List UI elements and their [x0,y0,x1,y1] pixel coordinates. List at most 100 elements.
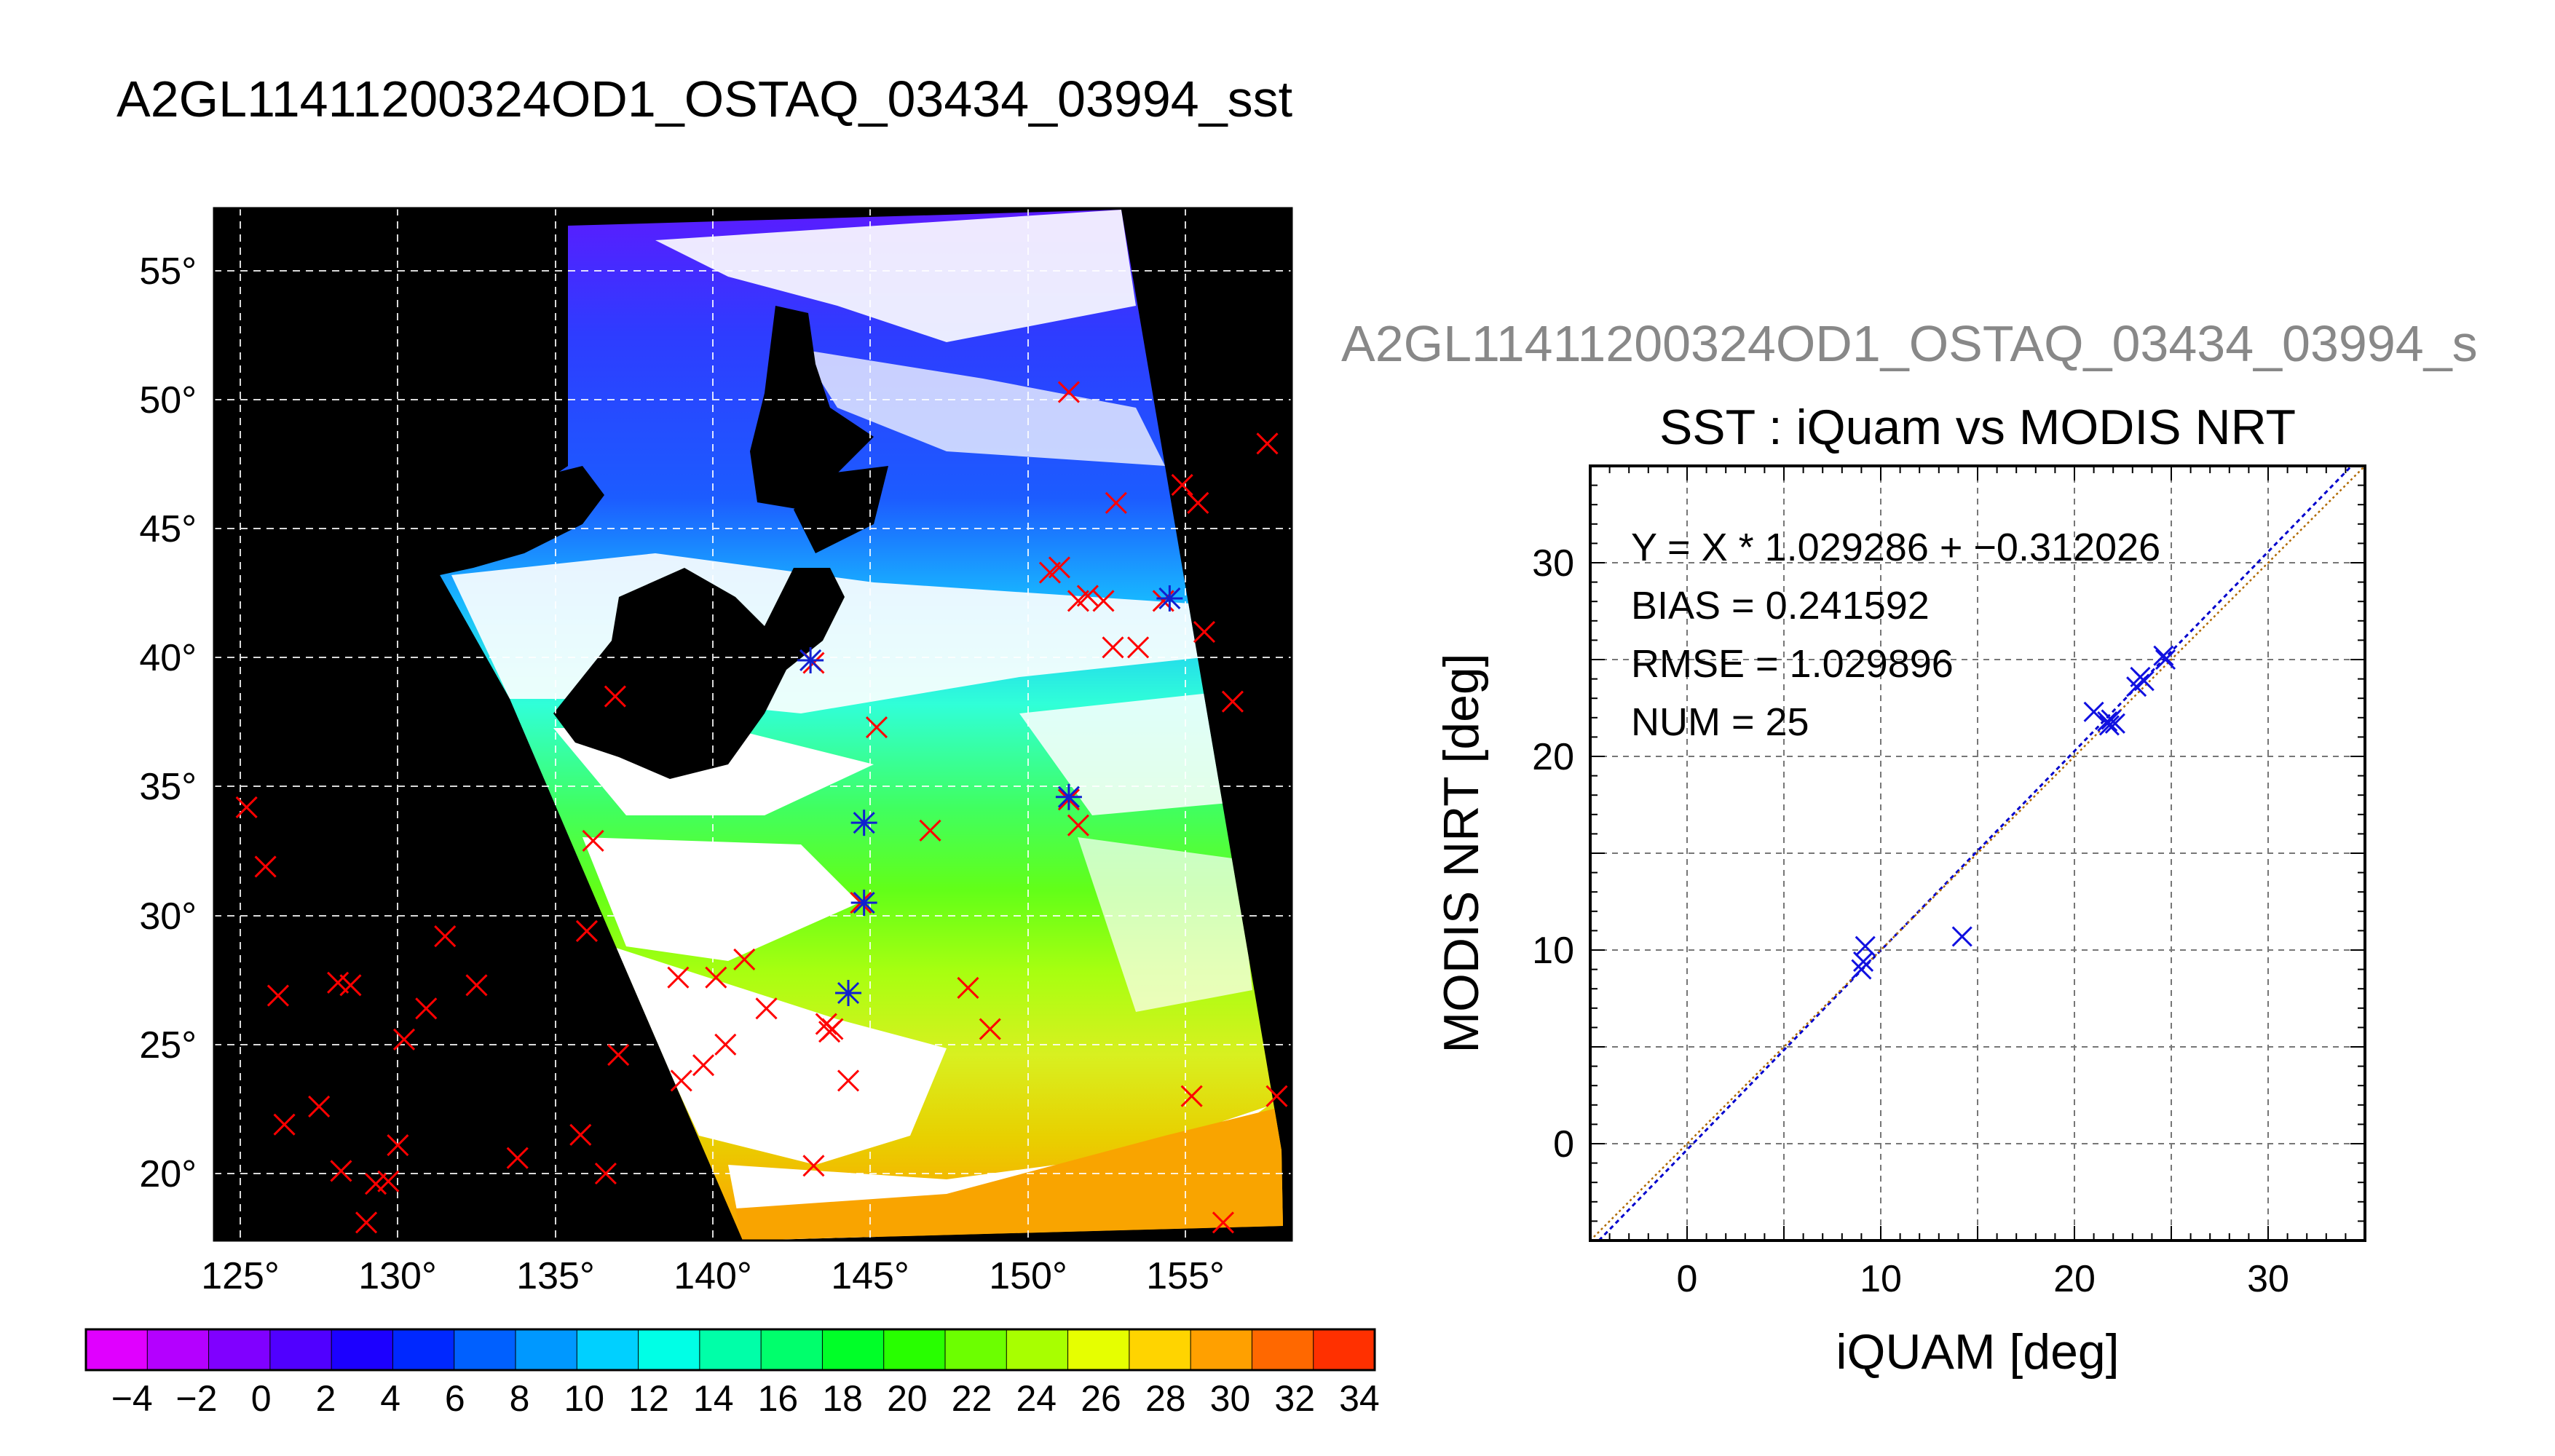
y-tick-label: 30 [1532,542,1574,585]
colorbar-cell [638,1329,700,1370]
insitu-marker [339,974,362,997]
colorbar-tick-label: 10 [564,1378,604,1419]
colorbar-labels: −4 −2 0 2 4 6 8 10 12 14 16 18 20 22 24 26 28 30 32 34 [111,1378,1380,1419]
insitu-marker [670,1069,692,1092]
map-lon-ticks: 125° 130° 135° 140° 145° 150° 155° [201,1255,1225,1297]
insitu-marker [1057,381,1080,403]
colorbar-tick-label: 28 [1145,1378,1186,1419]
lat-tick: 55° [139,250,197,293]
insitu-marker [308,1095,331,1117]
regression-line [1598,464,2353,1242]
colorbar-cell [577,1329,639,1370]
map-grid [214,208,1292,1241]
insitu-markers [235,381,1288,1234]
scatter-frame [1589,464,2366,1242]
scatter-x-ticks: 0 10 20 30 [1677,1258,2289,1300]
insitu-marker [434,925,457,948]
map-lat-ticks: 20° 25° 30° 35° 40° 45° 50° 55° [139,250,197,1195]
insitu-marker [1127,636,1150,659]
lon-tick: 130° [358,1255,437,1297]
regression-text: Y = X * 1.029286 + −0.312026 [1631,526,2160,569]
scatter-point [1855,935,1876,957]
insitu-marker [1212,1211,1234,1234]
insitu-marker [594,1162,617,1185]
colorbar-tick-label: 26 [1081,1378,1121,1419]
colorbar-tick-label: −4 [111,1378,153,1419]
insitu-marker [667,966,690,989]
matchup-marker [797,646,824,673]
scatter-title: SST : iQuam vs MODIS NRT [1659,400,2296,455]
insitu-marker [733,948,756,971]
lat-tick: 30° [139,895,197,938]
lon-tick: 125° [201,1255,280,1297]
x-tick-label: 0 [1677,1258,1698,1300]
sst-map: 125° 130° 135° 140° 145° 150° 155° 20° 2… [139,207,1293,1297]
scatter-point [2098,715,2120,736]
lon-tick: 135° [516,1255,595,1297]
insitu-marker [957,976,979,999]
colorbar-cell [883,1329,946,1370]
insitu-marker [254,855,277,878]
lat-tick: 35° [139,766,197,808]
colorbar-cell [269,1329,332,1370]
lat-tick: 25° [139,1024,197,1067]
scatter-point [2104,713,2125,734]
scatter-grid [1590,465,2366,1241]
insitu-marker [1105,491,1127,514]
colorbar-cell [454,1329,516,1370]
matchup-marker [1156,585,1183,612]
insitu-marker [582,829,604,852]
scatter-stats: Y = X * 1.029286 + −0.312026 BIAS = 0.24… [1631,526,2160,744]
insitu-marker [377,1170,400,1192]
colorbar-tick-label: 34 [1339,1378,1380,1419]
insitu-marker [1171,473,1193,496]
colorbar-cell [86,1329,148,1370]
insitu-marker [1265,1085,1288,1107]
insitu-marker [821,1018,844,1040]
insitu-marker [705,966,727,989]
scatter-point [2155,649,2176,670]
colorbar-tick-label: 14 [693,1378,734,1419]
insitu-marker [837,1069,860,1092]
colorbar-cell [392,1329,455,1370]
scatter-header: A2GL11411200324OD1_OSTAQ_03434_03994_s [1341,315,2478,372]
colorbar-tick-label: 0 [251,1378,272,1419]
colorbar: −4 −2 0 2 4 6 8 10 12 14 16 18 20 22 24 26 28 30 32 34 [84,1328,1380,1419]
colorbar-tick-label: 18 [822,1378,863,1419]
insitu-marker [755,997,778,1020]
x-tick-label: 10 [1860,1258,1902,1300]
colorbar-cell [761,1329,823,1370]
scatter-point [1951,926,1972,947]
insitu-marker [692,1054,715,1077]
x-axis-label: iQUAM [deg] [1836,1324,2119,1380]
colorbar-tick-label: 6 [445,1378,465,1419]
colorbar-tick-label: 12 [628,1378,669,1419]
insitu-marker [575,919,598,943]
lat-tick: 45° [139,508,197,550]
insitu-marker [364,1173,387,1195]
insitu-marker [273,1113,296,1136]
colorbar-tick-label: 4 [380,1378,400,1419]
bias-text: BIAS = 0.241592 [1631,584,1930,628]
lat-tick: 20° [139,1153,197,1195]
insitu-marker [266,984,289,1007]
lat-tick: 50° [139,379,197,422]
land-mask [437,306,888,779]
lat-tick: 40° [139,637,197,679]
colorbar-cell [1190,1329,1252,1370]
y-tick-label: 10 [1532,930,1574,972]
lon-tick: 150° [989,1255,1067,1297]
y-tick-label: 20 [1532,736,1574,778]
lon-tick: 155° [1146,1255,1225,1297]
insitu-marker [330,1160,352,1182]
colorbar-tick-label: 30 [1210,1378,1251,1419]
lon-tick: 140° [674,1255,752,1297]
scatter-point [2133,670,2155,692]
y-axis-label: MODIS NRT [deg] [1434,653,1489,1053]
colorbar-cell [1313,1329,1375,1370]
colorbar-cell [1252,1329,1314,1370]
insitu-marker [415,997,438,1020]
y-tick-label: 0 [1553,1123,1574,1166]
insitu-marker [604,685,626,708]
